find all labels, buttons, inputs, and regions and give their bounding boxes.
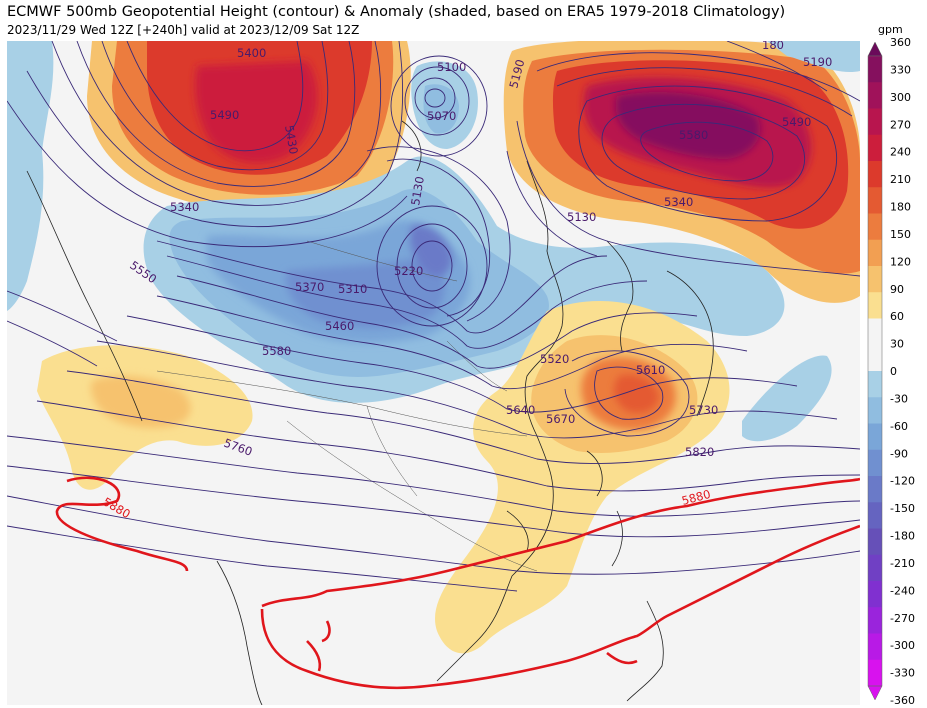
colorbar-unit: gpm (878, 24, 903, 36)
contour-label: 5670 (546, 412, 575, 426)
colorbar-tick-label: 30 (890, 338, 904, 351)
contour-label: 5820 (685, 445, 714, 459)
colorbar-cell (868, 318, 882, 346)
contour-label: 5370 (295, 280, 324, 294)
colorbar-cell (868, 371, 882, 398)
colorbar-cell (868, 449, 882, 477)
warm-anomaly-northeast (503, 41, 860, 303)
map-title: ECMWF 500mb Geopotential Height (contour… (7, 4, 786, 20)
contour-label: 5070 (427, 109, 456, 123)
colorbar-tick-label: -270 (890, 612, 915, 625)
borders (156, 240, 538, 572)
colorbar-cell (868, 554, 882, 582)
colorbar-cell (868, 581, 882, 608)
cold-anomaly-northeast-corner (767, 41, 860, 73)
contour-label: 5130 (408, 175, 427, 206)
colorbar-tick-label: 0 (890, 365, 897, 378)
contour-label: 5460 (325, 319, 354, 333)
cold-anomaly-central (143, 156, 785, 403)
colorbar-tick-label: -150 (890, 502, 915, 515)
colorbar-cell (868, 659, 882, 687)
weather-map: 5400 5490 5430 5100 5070 5190 5190 5580 … (7, 41, 860, 705)
colorbar-tick-label: -120 (890, 475, 915, 488)
contour-label: 5520 (540, 352, 569, 366)
colorbar-tick-label: -210 (890, 557, 915, 570)
colorbar-cell (868, 82, 882, 109)
cold-anomaly-north-low (411, 61, 478, 150)
colorbar-cell (868, 266, 882, 293)
contour-label: 5220 (394, 264, 423, 278)
colorbar-tick-label: 360 (890, 36, 911, 49)
colorbar-frame (867, 55, 883, 687)
contour-label: 5580 (262, 344, 291, 358)
contour-label: 5310 (338, 282, 367, 296)
colorbar-cell (868, 502, 882, 529)
colorbar-cell (868, 344, 882, 372)
contour-label: 5490 (782, 115, 811, 129)
colorbar-cell (868, 134, 882, 162)
warm-anomaly-northwest (87, 41, 411, 212)
colorbar-tick-label: 60 (890, 310, 904, 323)
colorbar-cell (868, 528, 882, 556)
contour-label: 5610 (636, 363, 665, 377)
contour-label: 5580 (679, 128, 708, 142)
contour-label: 5640 (506, 403, 535, 417)
contour-label: 5490 (210, 108, 239, 122)
colorbar-tick-label: 180 (890, 201, 911, 214)
colorbar-tick-label: 300 (890, 91, 911, 104)
colorbar-cell (868, 213, 882, 241)
contour-label: 5340 (664, 195, 693, 209)
colorbar-cell (868, 187, 882, 214)
colorbar-cell (868, 56, 882, 83)
warm-anomaly-southwest (37, 345, 253, 490)
contour-5880 (55, 476, 860, 690)
colorbar-tick-label: -330 (890, 667, 915, 680)
colorbar-tick-label: 270 (890, 118, 911, 131)
colorbar-tick-label: -240 (890, 584, 915, 597)
colorbar-tick-label: -180 (890, 530, 915, 543)
colorbar-cell (868, 161, 882, 188)
colorbar-cell (868, 239, 882, 267)
colorbar-tick-label: -30 (890, 392, 908, 405)
contour-label: 5430 (282, 124, 301, 155)
contour-label: 180 (762, 41, 784, 52)
contour-label: 5340 (170, 200, 199, 214)
height-contours (7, 41, 860, 592)
colorbar-cell (868, 633, 882, 661)
colorbar-ticks: 3603303002702402101801501209060300-30-60… (890, 36, 915, 704)
colorbar-cell (868, 423, 882, 451)
map-subtitle: 2023/11/29 Wed 12Z [+240h] valid at 2023… (7, 23, 360, 37)
anomaly-shading (7, 41, 860, 654)
colorbar-tick-label: 330 (890, 63, 911, 76)
colorbar: gpm 360 330 300 270 240 210 180 150 120 90 60 30 0 -3… (862, 24, 924, 704)
contour-label: 5130 (567, 210, 596, 224)
colorbar-tick-label: 120 (890, 255, 911, 268)
colorbar-tick-label: -90 (890, 447, 908, 460)
colorbar-tick-label: -300 (890, 639, 915, 652)
colorbar-cells (867, 41, 883, 701)
cold-anomaly-west (7, 41, 54, 311)
colorbar-cell (868, 397, 882, 424)
contour-label: 5100 (437, 60, 466, 74)
colorbar-tick-label: 150 (890, 228, 911, 241)
colorbar-cell (868, 476, 882, 503)
colorbar-cell (868, 607, 882, 634)
contour-label: 5190 (803, 55, 832, 69)
colorbar-tick-label: 210 (890, 173, 911, 186)
colorbar-tick-label: 90 (890, 283, 904, 296)
contour-label: 5400 (237, 46, 266, 60)
colorbar-cell (868, 108, 882, 136)
colorbar-tick-label: -360 (890, 694, 915, 704)
colorbar-min-arrow (867, 685, 883, 701)
colorbar-tick-label: 240 (890, 146, 911, 159)
cold-anomaly-east-pacific (742, 355, 832, 442)
contour-label: 5730 (689, 403, 718, 417)
colorbar-max-arrow (867, 41, 883, 57)
colorbar-tick-label: -60 (890, 420, 908, 433)
colorbar-cell (868, 292, 882, 319)
